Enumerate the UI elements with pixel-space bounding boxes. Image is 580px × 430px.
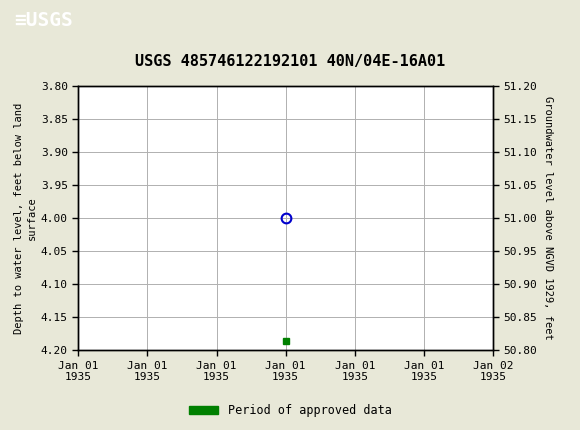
Y-axis label: Depth to water level, feet below land
surface: Depth to water level, feet below land su… <box>13 103 37 334</box>
Text: ≡USGS: ≡USGS <box>14 11 73 30</box>
Text: USGS 485746122192101 40N/04E-16A01: USGS 485746122192101 40N/04E-16A01 <box>135 54 445 69</box>
Y-axis label: Groundwater level above NGVD 1929, feet: Groundwater level above NGVD 1929, feet <box>543 96 553 340</box>
Legend: Period of approved data: Period of approved data <box>184 399 396 422</box>
